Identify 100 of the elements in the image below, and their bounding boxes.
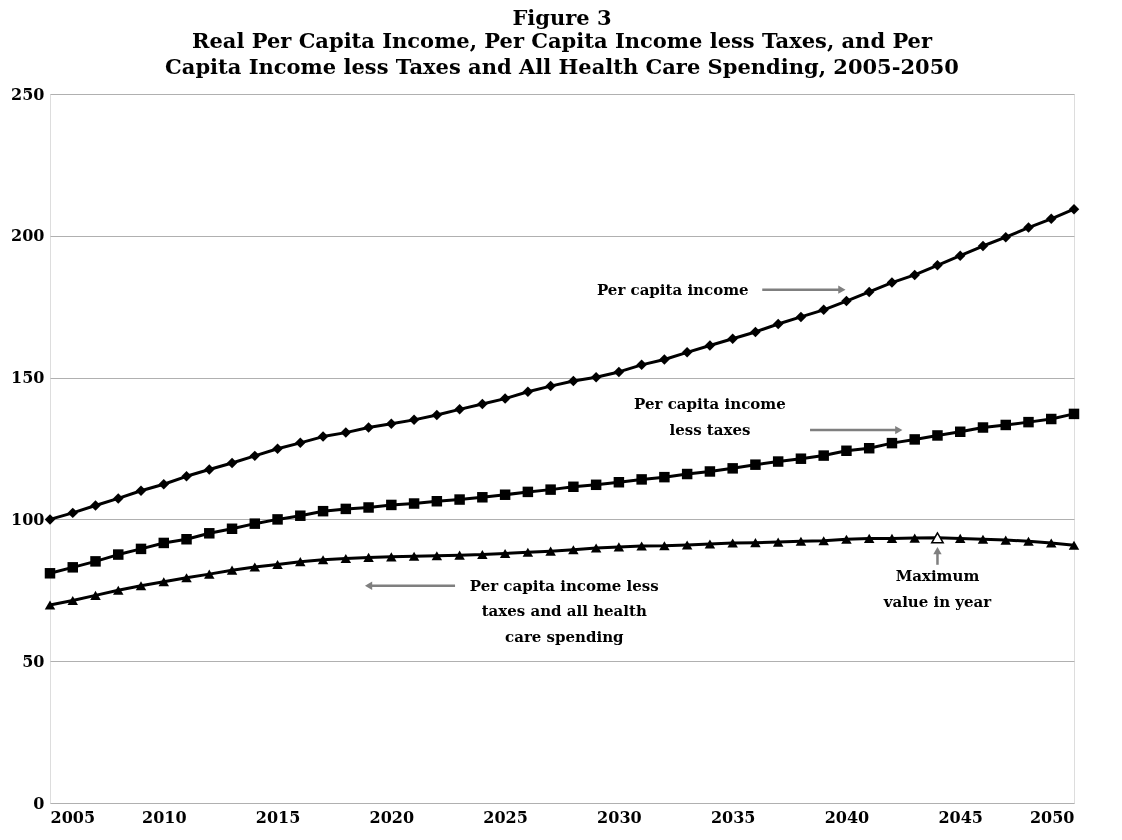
point <box>636 474 647 485</box>
point <box>772 456 784 467</box>
point <box>909 269 920 281</box>
chart-title: Figure 3 <box>512 5 612 30</box>
y-tick-label: 250 <box>11 84 45 104</box>
point <box>841 295 852 307</box>
point <box>818 304 829 316</box>
x-tick-label: 2035 <box>710 807 756 827</box>
point <box>386 499 397 511</box>
annotation: Maximum value in year <box>882 567 993 611</box>
point <box>181 534 192 545</box>
point <box>340 427 352 438</box>
point <box>841 445 852 457</box>
point <box>681 540 693 550</box>
point <box>158 478 170 490</box>
point <box>1000 419 1011 431</box>
point <box>545 380 556 392</box>
point <box>1068 408 1080 420</box>
point <box>67 562 78 573</box>
point <box>886 533 898 543</box>
point <box>977 422 989 433</box>
point <box>477 398 488 410</box>
point <box>44 600 56 610</box>
point <box>932 260 943 271</box>
point <box>317 431 329 442</box>
point <box>408 551 420 561</box>
point <box>499 393 511 404</box>
series-label: Per capita income less taxes and all health care spending <box>469 576 659 646</box>
x-tick-label: 2020 <box>369 807 415 827</box>
x-tick-label: 2050 <box>1029 807 1075 827</box>
point <box>636 541 647 551</box>
point <box>181 573 192 583</box>
point <box>863 442 875 454</box>
point <box>522 547 534 557</box>
point <box>954 426 966 438</box>
point <box>204 528 215 539</box>
point <box>681 468 693 480</box>
point <box>1000 231 1011 243</box>
series-label: Per capita income less taxes <box>634 395 786 439</box>
point <box>249 562 261 572</box>
y-tick-label: 0 <box>33 793 45 813</box>
point <box>363 502 374 513</box>
point <box>590 543 602 553</box>
point <box>295 510 306 521</box>
point <box>477 492 488 503</box>
point <box>44 514 56 525</box>
point <box>863 533 875 543</box>
point <box>431 551 443 561</box>
point <box>44 568 56 579</box>
point <box>158 537 170 549</box>
point <box>659 354 670 365</box>
point <box>590 372 602 383</box>
point <box>386 418 397 430</box>
point <box>932 430 943 441</box>
point <box>659 471 670 483</box>
point <box>135 485 147 496</box>
point <box>545 484 556 495</box>
point <box>568 481 579 493</box>
point <box>795 453 807 464</box>
point <box>477 550 488 560</box>
x-tick-label: 2005 <box>50 807 96 827</box>
point <box>431 496 443 507</box>
point <box>431 409 443 421</box>
point <box>1068 203 1080 215</box>
x-tick-label: 2015 <box>255 807 301 827</box>
series-label: Per capita income <box>596 280 749 299</box>
point <box>568 375 579 387</box>
point <box>818 450 829 461</box>
point <box>886 437 898 449</box>
x-tick-label: 2010 <box>142 807 187 827</box>
point <box>1068 540 1080 550</box>
point <box>454 494 465 505</box>
point <box>977 240 989 252</box>
point <box>363 552 374 562</box>
point <box>704 340 716 351</box>
point <box>226 457 238 469</box>
point <box>113 549 124 560</box>
point <box>863 286 875 298</box>
point <box>135 581 147 591</box>
point <box>295 437 306 449</box>
point <box>1046 213 1057 225</box>
point <box>750 459 761 470</box>
point <box>772 318 784 330</box>
point <box>67 595 78 606</box>
point <box>795 311 807 323</box>
point <box>1000 535 1011 545</box>
point <box>113 493 124 504</box>
point <box>1023 222 1034 233</box>
point <box>499 548 511 558</box>
point <box>90 590 101 600</box>
point <box>954 250 966 261</box>
point <box>272 443 283 455</box>
point <box>317 505 329 517</box>
point <box>613 477 625 488</box>
point <box>977 534 989 544</box>
point <box>750 538 761 548</box>
chart-subtitle: Real Per Capita Income, Per Capita Income less Taxes, and Per Capita Income less Taxes and All Health Care Spending, 2005-2050 <box>165 28 959 79</box>
point <box>636 359 647 371</box>
point <box>659 541 670 551</box>
point <box>363 422 374 433</box>
